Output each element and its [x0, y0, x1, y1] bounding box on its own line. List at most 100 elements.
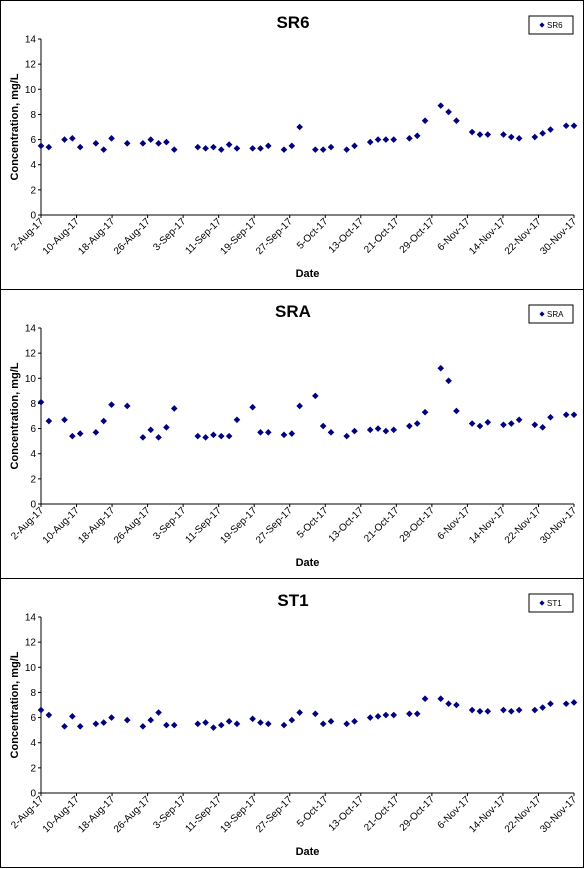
chart-title-sra: SRA: [275, 302, 311, 321]
data-point-st1: [327, 718, 335, 725]
data-point-sr6: [468, 128, 476, 136]
legend-marker-sr6: [539, 22, 545, 28]
x-tick-label-sr6: 30-Nov-17: [538, 216, 579, 257]
data-point-sr6: [382, 136, 390, 143]
data-point-st1: [288, 716, 296, 724]
y-tick-label-sra: 2: [30, 474, 36, 485]
x-axis-label-st1: Date: [296, 846, 320, 858]
data-point-sra: [445, 377, 452, 385]
data-point-sra: [288, 430, 296, 437]
x-tick-label-sra: 29-Oct-17: [398, 505, 438, 545]
data-point-sra: [570, 411, 578, 419]
chart-panel-st1: ST1 Concentration, mg/L Date 0 2 4 6 8 10 12 14 2-A…: [0, 578, 584, 868]
x-tick-label-sra: 3-Sep-17: [151, 505, 188, 542]
data-point-st1: [413, 710, 421, 718]
legend-marker-sra: [539, 311, 545, 317]
x-tick-label-sr6: 5-Oct-17: [295, 216, 331, 252]
data-point-st1: [500, 706, 507, 714]
y-tick-label-sr6: 2: [30, 185, 36, 196]
data-point-st1: [92, 720, 100, 728]
x-tick-label-sra: 30-Nov-17: [538, 505, 579, 546]
data-point-sra: [217, 432, 225, 440]
chart-sr6: SR6 Concentration, mg/L Date 0 2 4 6 8 10 12 14 2-A…: [9, 13, 579, 280]
data-point-sra: [562, 411, 570, 419]
data-point-sr6: [100, 146, 108, 153]
data-point-st1: [507, 707, 515, 715]
data-point-st1: [437, 695, 445, 703]
data-point-sr6: [76, 143, 84, 151]
chart-sra: SRA Concentration, mg/L Date 0 2 4 6 8 10 12 14 2-A…: [9, 302, 579, 569]
data-point-sra: [45, 417, 53, 425]
y-tick-label-st1: 8: [30, 688, 36, 699]
data-point-st1: [515, 706, 523, 714]
data-point-sr6: [108, 135, 115, 142]
data-point-sr6: [476, 131, 484, 138]
data-point-sra: [123, 402, 131, 410]
data-point-st1: [296, 709, 303, 716]
y-tick-label-st1: 4: [30, 738, 36, 749]
data-point-sra: [343, 432, 350, 440]
x-tick-label-sr6: 3-Sep-17: [151, 216, 188, 253]
legend-sra: SRA: [528, 304, 574, 324]
data-point-sr6: [421, 117, 429, 125]
x-tick-label-st1: 10-Aug-17: [41, 794, 82, 835]
data-point-sra: [249, 403, 256, 411]
x-tick-label-st1: 18-Aug-17: [76, 794, 117, 835]
data-point-sr6: [312, 146, 319, 153]
data-point-st1: [108, 714, 115, 721]
y-tick-label-st1: 10: [25, 663, 37, 674]
x-tick-label-sr6: 10-Aug-17: [41, 216, 82, 257]
data-point-sr6: [366, 138, 374, 146]
y-tick-label-st1: 6: [30, 713, 36, 724]
data-point-st1: [319, 720, 327, 728]
data-point-sra: [312, 392, 319, 400]
x-tick-label-sr6: 2-Aug-17: [9, 216, 46, 253]
data-point-sr6: [539, 129, 546, 137]
x-tick-label-st1: 3-Sep-17: [151, 794, 188, 831]
data-point-sra: [92, 429, 100, 436]
data-point-sra: [413, 420, 421, 427]
data-point-sr6: [570, 122, 578, 130]
data-point-sr6: [45, 143, 53, 151]
y-tick-label-sr6: 6: [30, 135, 36, 146]
chart-panel-sr6: SR6 Concentration, mg/L Date 0 2 4 6 8 10 12 14 2-A…: [0, 0, 584, 290]
data-point-st1: [547, 700, 554, 708]
data-point-sr6: [319, 146, 327, 153]
x-tick-label-st1: 13-Oct-17: [327, 794, 367, 834]
x-tick-label-sr6: 14-Nov-17: [467, 216, 508, 257]
x-tick-label-sr6: 13-Oct-17: [327, 216, 367, 256]
data-point-st1: [366, 714, 374, 721]
data-point-st1: [531, 706, 539, 714]
data-point-st1: [123, 716, 131, 724]
y-tick-label-sra: 8: [30, 399, 36, 410]
x-tick-label-st1: 21-Oct-17: [362, 794, 402, 834]
data-point-sra: [453, 407, 460, 415]
data-point-sra: [233, 416, 241, 424]
data-point-sra: [257, 429, 264, 436]
data-point-sra: [76, 430, 84, 437]
data-point-sr6: [351, 142, 358, 150]
data-point-sr6: [61, 136, 68, 143]
data-point-sra: [225, 432, 233, 440]
data-point-sra: [382, 427, 390, 435]
data-point-sra: [366, 426, 374, 434]
data-point-sr6: [531, 133, 539, 141]
data-point-sr6: [484, 131, 492, 138]
x-tick-label-st1: 27-Sep-17: [254, 794, 295, 835]
y-tick-label-st1: 2: [30, 763, 36, 774]
data-point-st1: [194, 720, 202, 728]
data-point-sra: [139, 434, 147, 441]
data-point-sra: [319, 422, 327, 430]
data-point-st1: [37, 706, 45, 714]
y-tick-label-sr6: 10: [25, 85, 37, 96]
data-point-st1: [562, 700, 570, 708]
data-point-sra: [147, 426, 155, 434]
data-point-sr6: [327, 143, 335, 151]
data-point-st1: [233, 720, 241, 728]
y-tick-label-st1: 14: [25, 613, 37, 624]
x-tick-label-st1: 30-Nov-17: [538, 794, 579, 835]
data-point-sr6: [170, 146, 178, 153]
data-point-st1: [163, 721, 170, 729]
data-point-sr6: [225, 141, 233, 148]
x-tick-label-sr6: 18-Aug-17: [76, 216, 117, 257]
